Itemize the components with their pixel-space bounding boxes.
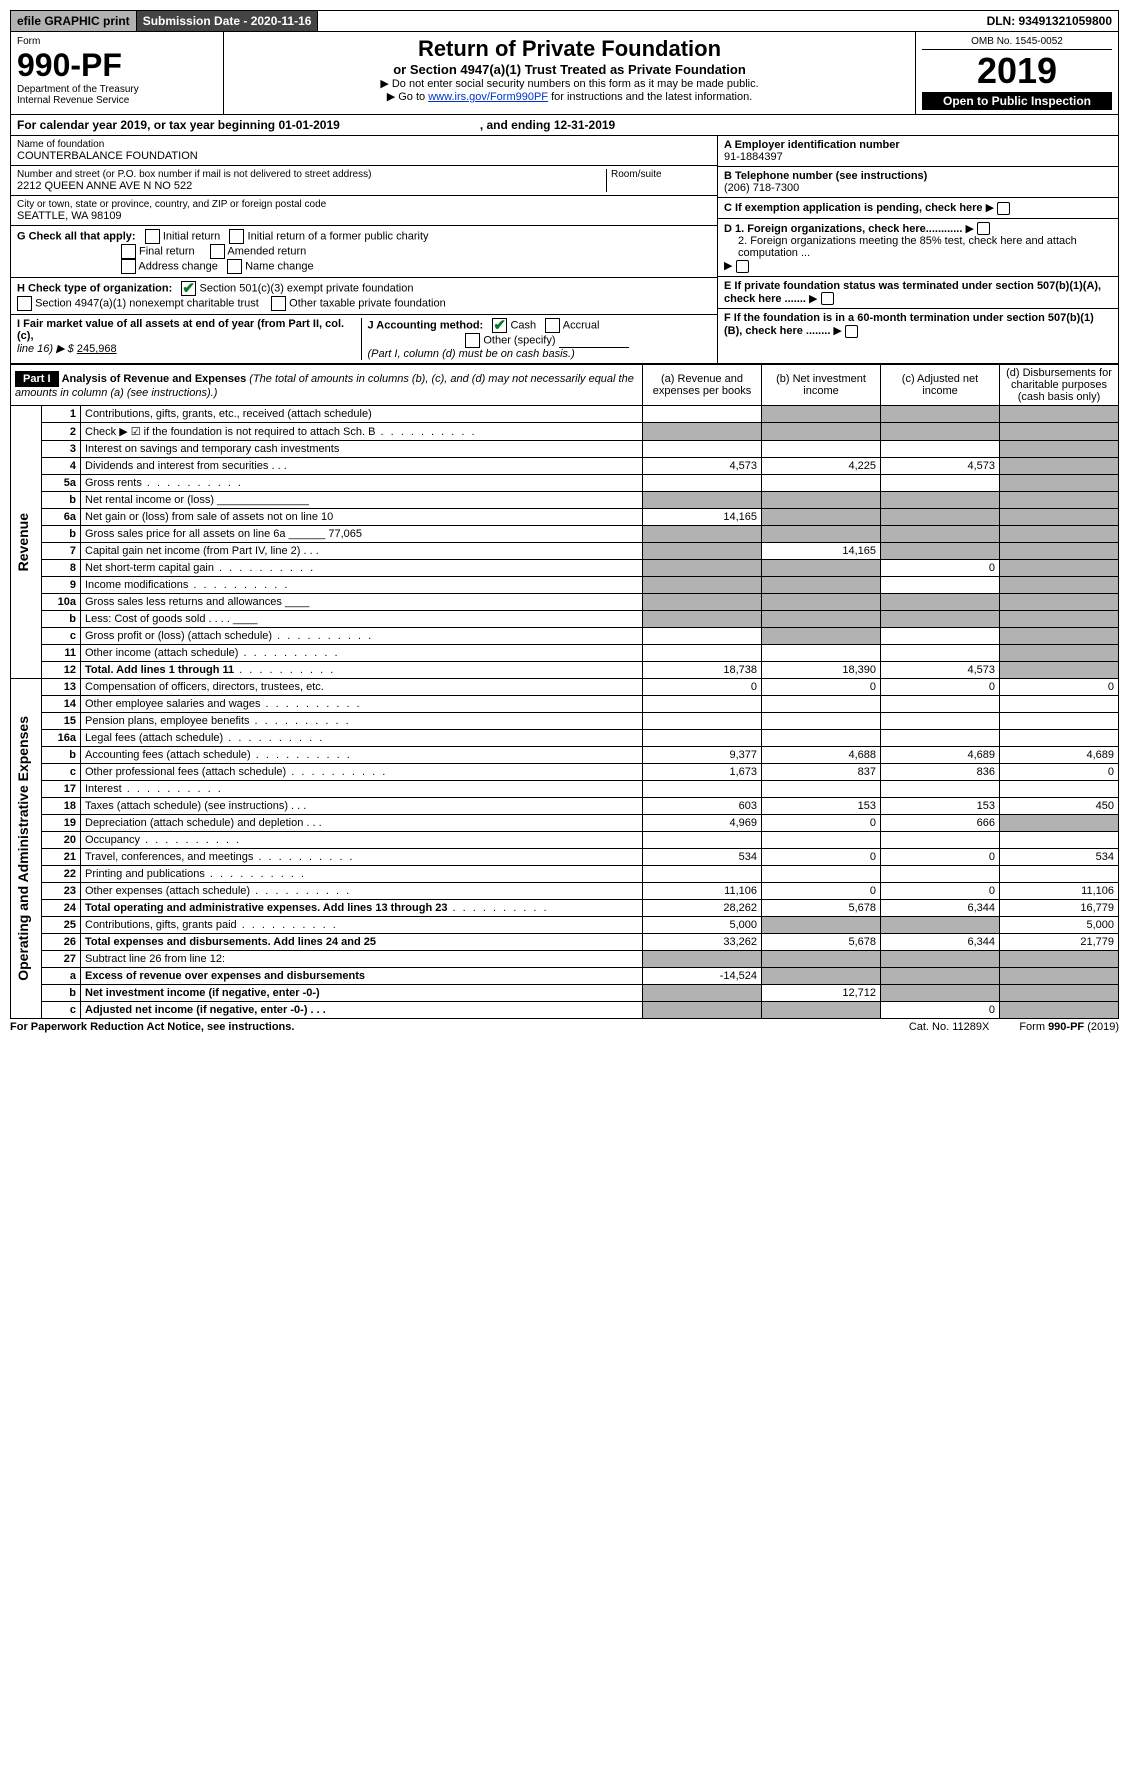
footer-row: For Paperwork Reduction Act Notice, see … bbox=[10, 1019, 1119, 1033]
cat-no: Cat. No. 11289X bbox=[909, 1021, 990, 1033]
submission-date: Submission Date - 2020-11-16 bbox=[137, 11, 319, 31]
checkbox-c[interactable] bbox=[997, 202, 1010, 215]
checkbox-other-taxable[interactable] bbox=[271, 296, 286, 311]
checkbox-amended[interactable] bbox=[210, 244, 225, 259]
dln: DLN: 93491321059800 bbox=[981, 11, 1118, 31]
form-footer: Form 990-PF (2019) bbox=[1019, 1021, 1119, 1033]
form-label: Form bbox=[17, 36, 217, 47]
f-label: F If the foundation is in a 60-month ter… bbox=[724, 312, 1094, 337]
col-a-header: (a) Revenue and expenses per books bbox=[643, 365, 762, 406]
checkbox-accrual[interactable] bbox=[545, 318, 560, 333]
dept-label: Department of the Treasury bbox=[17, 84, 217, 95]
part1-bar: Part I bbox=[15, 371, 59, 387]
col-c-header: (c) Adjusted net income bbox=[881, 365, 1000, 406]
col-b-header: (b) Net investment income bbox=[762, 365, 881, 406]
checkbox-other-method[interactable] bbox=[465, 333, 480, 348]
section-h: H Check type of organization: Section 50… bbox=[11, 278, 717, 315]
irs-label: Internal Revenue Service bbox=[17, 95, 217, 106]
omb-label: OMB No. 1545-0052 bbox=[922, 36, 1112, 50]
checkbox-name-change[interactable] bbox=[227, 259, 242, 274]
ein-value: 91-1884397 bbox=[724, 151, 783, 163]
form-number: 990-PF bbox=[17, 47, 217, 84]
foundation-name: COUNTERBALANCE FOUNDATION bbox=[17, 150, 711, 162]
form-title: Return of Private Foundation bbox=[230, 36, 909, 62]
tax-year: 2019 bbox=[922, 50, 1112, 92]
ein-label: A Employer identification number bbox=[724, 139, 900, 151]
city-label: City or town, state or province, country… bbox=[17, 199, 711, 210]
checkbox-final-return[interactable] bbox=[121, 244, 136, 259]
identity-block: Name of foundation COUNTERBALANCE FOUNDA… bbox=[10, 136, 1119, 364]
form-subtitle: or Section 4947(a)(1) Trust Treated as P… bbox=[230, 62, 909, 77]
checkbox-cash[interactable] bbox=[492, 318, 507, 333]
checkbox-4947a1[interactable] bbox=[17, 296, 32, 311]
checkbox-initial-return[interactable] bbox=[145, 229, 160, 244]
checkbox-initial-former[interactable] bbox=[229, 229, 244, 244]
checkbox-d1[interactable] bbox=[977, 222, 990, 235]
title-block: Form 990-PF Department of the Treasury I… bbox=[10, 32, 1119, 115]
room-label: Room/suite bbox=[611, 169, 711, 180]
checkbox-address-change[interactable] bbox=[121, 259, 136, 274]
phone-label: B Telephone number (see instructions) bbox=[724, 170, 927, 182]
checkbox-e[interactable] bbox=[821, 292, 834, 305]
name-label: Name of foundation bbox=[17, 139, 711, 150]
section-g: G Check all that apply: Initial return I… bbox=[11, 226, 717, 278]
d2-label: 2. Foreign organizations meeting the 85%… bbox=[724, 235, 1112, 259]
instructions-link[interactable]: www.irs.gov/Form990PF bbox=[428, 91, 548, 103]
addr-label: Number and street (or P.O. box number if… bbox=[17, 169, 606, 180]
phone-value: (206) 718-7300 bbox=[724, 182, 799, 194]
calendar-row: For calendar year 2019, or tax year begi… bbox=[10, 115, 1119, 136]
city-state-zip: SEATTLE, WA 98109 bbox=[17, 210, 711, 222]
open-public-label: Open to Public Inspection bbox=[922, 92, 1112, 110]
checkbox-501c3[interactable] bbox=[181, 281, 196, 296]
checkbox-f[interactable] bbox=[845, 325, 858, 338]
d1-label: D 1. Foreign organizations, check here..… bbox=[724, 223, 962, 235]
instr-1: ▶ Do not enter social security numbers o… bbox=[230, 77, 909, 90]
header-bar: efile GRAPHIC print Submission Date - 20… bbox=[10, 10, 1119, 32]
address: 2212 QUEEN ANNE AVE N NO 522 bbox=[17, 180, 606, 192]
col-d-header: (d) Disbursements for charitable purpose… bbox=[1000, 365, 1119, 406]
analysis-table: Part I Analysis of Revenue and Expenses … bbox=[10, 364, 1119, 1019]
e-label: E If private foundation status was termi… bbox=[724, 280, 1101, 305]
paperwork-notice: For Paperwork Reduction Act Notice, see … bbox=[10, 1021, 294, 1033]
efile-label: efile GRAPHIC print bbox=[11, 11, 137, 31]
instr-2: ▶ Go to www.irs.gov/Form990PF for instru… bbox=[230, 90, 909, 103]
c-label: C If exemption application is pending, c… bbox=[724, 202, 983, 214]
checkbox-d2[interactable] bbox=[736, 260, 749, 273]
fmv-value: 245,968 bbox=[77, 343, 117, 355]
